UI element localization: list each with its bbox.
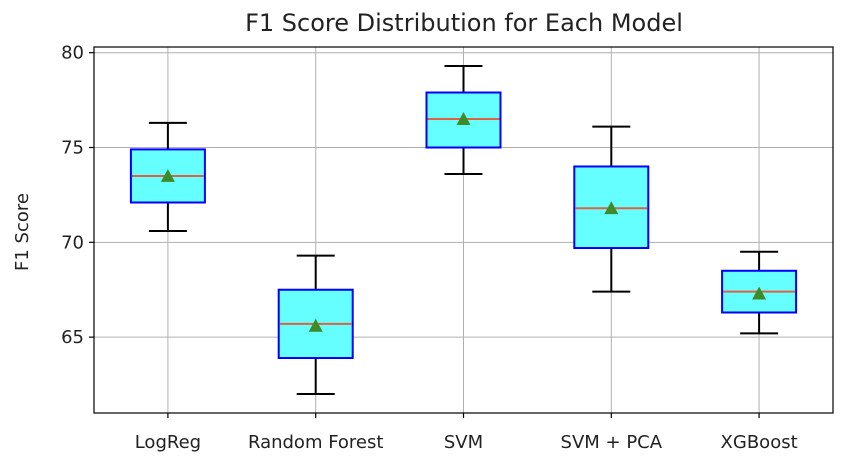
y-tick-label: 80 xyxy=(61,43,84,64)
mean-marker xyxy=(752,286,767,300)
x-tick-label: LogReg xyxy=(135,432,201,453)
y-tick-label: 75 xyxy=(61,138,84,159)
mean-marker xyxy=(160,168,175,182)
y-axis-label: F1 Score xyxy=(12,193,33,271)
x-tick-label: SVM + PCA xyxy=(561,432,663,453)
y-tick-label: 65 xyxy=(61,327,84,348)
mean-marker xyxy=(456,112,471,126)
mean-marker xyxy=(604,201,619,215)
x-tick-label: Random Forest xyxy=(248,432,383,453)
boxes xyxy=(129,64,798,396)
axes: 65 70 75 80 LogReg Random Forest SVM SVM + PCA X… xyxy=(61,43,798,453)
box-svm-pca xyxy=(573,125,650,293)
box-logreg xyxy=(129,121,206,232)
box-random-forest xyxy=(277,254,354,396)
mean-marker xyxy=(308,318,323,332)
chart-title: F1 Score Distribution for Each Model xyxy=(245,9,683,37)
box-xgboost xyxy=(721,250,798,335)
box-svm xyxy=(425,64,502,176)
x-tick-label: SVM xyxy=(444,432,483,453)
x-tick-label: XGBoost xyxy=(721,432,798,453)
y-tick-label: 70 xyxy=(61,232,84,253)
